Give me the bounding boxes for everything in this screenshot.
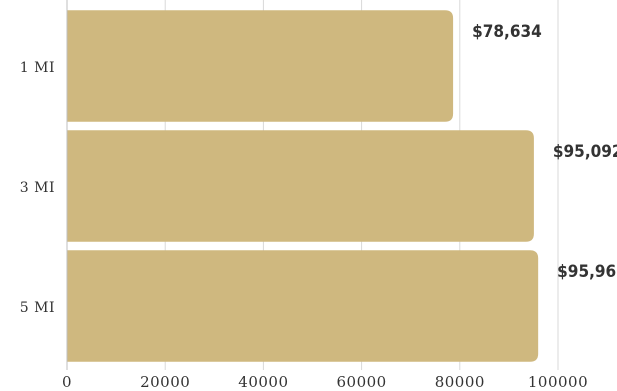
x-tick-label: 80000 [435,373,485,391]
x-tick-label: 0 [62,373,72,391]
data-label: $78,634 [472,22,542,42]
bar [67,10,454,122]
bars [67,10,539,362]
data-labels: $78,634 $95,092 $95,961 [472,22,617,282]
category-label: 1 MI [20,60,55,76]
category-label: 5 MI [20,300,55,316]
bar [67,250,539,362]
x-tick-labels: 0 20000 40000 60000 80000 100000 [62,373,588,391]
data-label: $95,092 [553,142,617,162]
x-tick-label: 20000 [140,373,190,391]
bar [67,130,534,242]
x-tick-label: 40000 [238,373,288,391]
x-tick-label: 100000 [528,373,588,391]
data-label: $95,961 [557,262,617,282]
category-label: 3 MI [20,180,55,196]
x-tick-label: 60000 [336,373,386,391]
category-labels: 1 MI 3 MI 5 MI [20,60,55,316]
